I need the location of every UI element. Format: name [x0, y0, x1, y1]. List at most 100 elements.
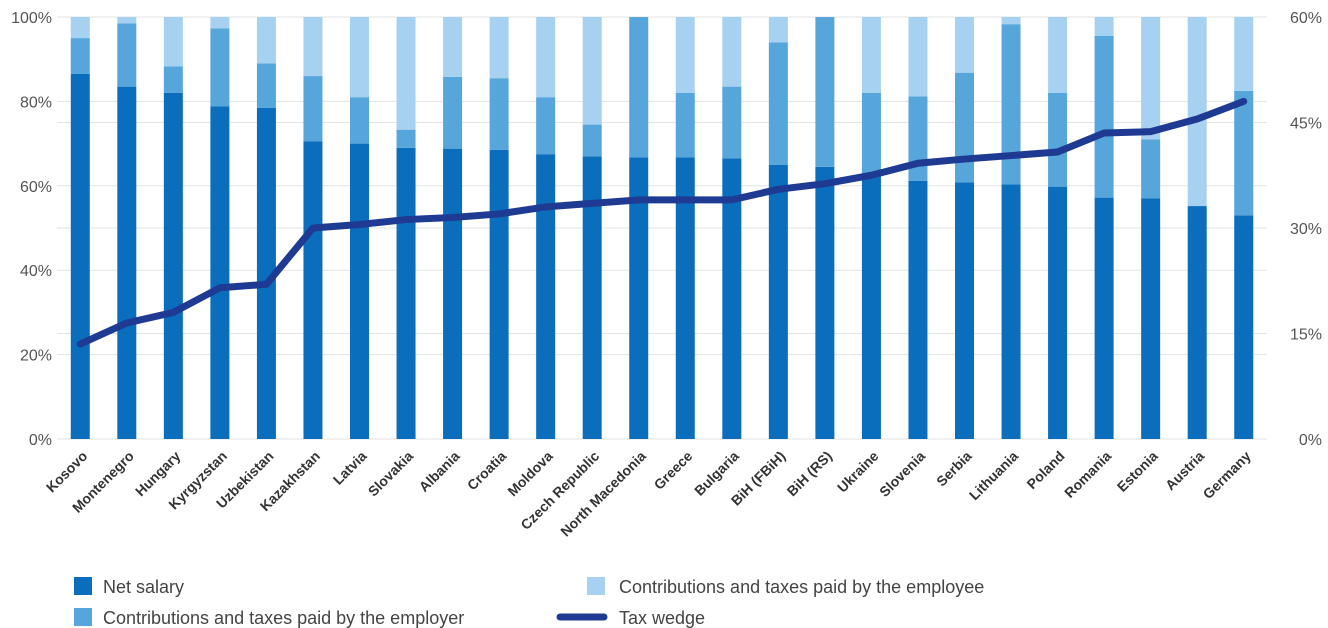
tax-wedge-point-austria: [1194, 116, 1200, 122]
bar-contributions-and-taxes-paid-by-the-employer-romania: [1094, 35, 1114, 198]
left-tick-label: 40%: [20, 263, 52, 280]
legend: Net salary Contributions and taxes paid …: [74, 577, 984, 628]
tax-wedge-line: [76, 97, 1248, 348]
category-label-croatia: Croatia: [464, 448, 510, 494]
category-label-slovakia: Slovakia: [365, 448, 417, 500]
tax-wedge-point-slovenia: [915, 160, 921, 166]
category-label-poland: Poland: [1023, 448, 1067, 492]
bar-contributions-and-taxes-paid-by-the-employee-hungary: [163, 17, 183, 67]
bar-contributions-and-taxes-paid-by-the-employee-bih-fbih: [768, 17, 788, 43]
bar-contributions-and-taxes-paid-by-the-employer-bih-fbih: [768, 42, 788, 165]
bar-net-salary-bih-rs: [815, 166, 835, 439]
bar-contributions-and-taxes-paid-by-the-employee-croatia: [489, 17, 509, 79]
bar-contributions-and-taxes-paid-by-the-employee-montenegro: [117, 17, 137, 24]
bar-contributions-and-taxes-paid-by-the-employee-albania: [443, 17, 463, 77]
bar-net-salary-hungary: [163, 92, 183, 440]
bar-net-salary-romania: [1094, 197, 1114, 439]
bar-net-salary-poland: [1048, 186, 1068, 439]
tax-wedge-line-group: [76, 97, 1248, 348]
bar-contributions-and-taxes-paid-by-the-employee-germany: [1234, 17, 1254, 91]
tax-wedge-point-albania: [450, 214, 456, 220]
bar-net-salary-estonia: [1141, 198, 1161, 439]
bar-contributions-and-taxes-paid-by-the-employer-poland: [1048, 92, 1068, 187]
category-label-serbia: Serbia: [933, 448, 975, 490]
category-label-estonia: Estonia: [1114, 448, 1161, 495]
bar-net-salary-germany: [1234, 215, 1254, 439]
bar-contributions-and-taxes-paid-by-the-employer-estonia: [1141, 139, 1161, 199]
bar-net-salary-kosovo: [70, 73, 90, 439]
legend-swatch-net-salary: [74, 577, 92, 595]
tax-wedge-point-romania: [1101, 130, 1107, 136]
bar-contributions-and-taxes-paid-by-the-employer-uzbekistan: [256, 63, 276, 108]
right-tick-label: 45%: [1290, 116, 1322, 133]
bar-contributions-and-taxes-paid-by-the-employer-kazakhstan: [303, 76, 323, 142]
bar-contributions-and-taxes-paid-by-the-employer-ukraine: [861, 92, 881, 174]
bar-stacks: [70, 17, 1254, 440]
bar-contributions-and-taxes-paid-by-the-employee-bulgaria: [722, 17, 742, 87]
gridlines: [57, 16, 1267, 440]
tax-wedge-point-uzbekistan: [263, 281, 269, 287]
category-label-czech-republic: Czech Republic: [517, 448, 602, 533]
right-tick-label: 30%: [1290, 221, 1322, 238]
tax-wedge-point-bulgaria: [729, 197, 735, 203]
bar-contributions-and-taxes-paid-by-the-employer-kyrgyzstan: [210, 28, 230, 107]
category-label-slovenia: Slovenia: [876, 448, 928, 500]
bar-net-salary-moldova: [536, 154, 556, 439]
bar-contributions-and-taxes-paid-by-the-employee-austria: [1187, 17, 1207, 207]
bar-net-salary-ukraine: [861, 173, 881, 439]
bar-contributions-and-taxes-paid-by-the-employer-bulgaria: [722, 86, 742, 159]
tax-wedge-point-latvia: [357, 221, 362, 227]
right-tick-label: 60%: [1290, 10, 1322, 27]
bar-net-salary-kyrgyzstan: [210, 106, 230, 440]
tax-wedge-point-lithuania: [1008, 153, 1014, 159]
bar-contributions-and-taxes-paid-by-the-employee-kazakhstan: [303, 17, 323, 77]
tax-wedge-point-moldova: [543, 204, 549, 210]
category-label-kosovo: Kosovo: [43, 448, 91, 496]
bar-contributions-and-taxes-paid-by-the-employer-montenegro: [117, 23, 137, 87]
tax-wedge-point-ukraine: [868, 172, 874, 178]
tax-wedge-point-north-macedonia: [636, 197, 642, 203]
bar-contributions-and-taxes-paid-by-the-employee-kosovo: [70, 17, 90, 39]
bar-contributions-and-taxes-paid-by-the-employee-serbia: [955, 17, 974, 73]
bar-net-salary-slovakia: [396, 147, 416, 439]
tax-wedge-point-bih-fbih: [775, 186, 781, 192]
tax-wedge-point-kyrgyzstan: [217, 285, 223, 291]
left-tick-label: 100%: [11, 10, 52, 27]
bar-net-salary-croatia: [489, 149, 509, 439]
bar-contributions-and-taxes-paid-by-the-employee-slovenia: [908, 17, 928, 97]
bar-contributions-and-taxes-paid-by-the-employer-moldova: [536, 97, 556, 155]
bar-contributions-and-taxes-paid-by-the-employer-croatia: [489, 78, 509, 150]
bar-contributions-and-taxes-paid-by-the-employee-greece: [675, 17, 695, 93]
bar-net-salary-albania: [443, 148, 463, 439]
right-tick-label: 15%: [1290, 327, 1322, 344]
category-label-albania: Albania: [416, 448, 463, 495]
bar-contributions-and-taxes-paid-by-the-employee-kyrgyzstan: [210, 17, 230, 29]
category-label-germany: Germany: [1200, 448, 1254, 502]
category-label-lithuania: Lithuania: [966, 448, 1021, 503]
bar-contributions-and-taxes-paid-by-the-employee-slovakia: [396, 17, 416, 130]
bar-contributions-and-taxes-paid-by-the-employer-bih-rs: [815, 17, 835, 167]
category-label-north-macedonia: North Macedonia: [557, 448, 649, 540]
right-tick-label: 0%: [1299, 432, 1322, 449]
tax-wedge-point-bih-rs: [822, 181, 828, 187]
bar-contributions-and-taxes-paid-by-the-employer-latvia: [350, 97, 369, 144]
bar-net-salary-latvia: [350, 143, 369, 439]
bar-net-salary-montenegro: [117, 86, 137, 439]
legend-swatch-employer: [74, 608, 92, 626]
legend-label-tax-wedge: Tax wedge: [619, 608, 705, 628]
bar-contributions-and-taxes-paid-by-the-employer-albania: [443, 76, 463, 149]
bar-contributions-and-taxes-paid-by-the-employer-germany: [1234, 90, 1254, 216]
bar-net-salary-bih-fbih: [768, 164, 788, 439]
legend-swatch-employee: [587, 577, 605, 595]
tax-wedge-point-serbia: [962, 156, 967, 162]
bar-contributions-and-taxes-paid-by-the-employee-romania: [1094, 17, 1114, 36]
bar-net-salary-north-macedonia: [629, 157, 649, 439]
bar-net-salary-lithuania: [1001, 184, 1021, 439]
bar-contributions-and-taxes-paid-by-the-employer-lithuania: [1001, 24, 1021, 185]
category-label-ukraine: Ukraine: [834, 448, 882, 496]
bar-contributions-and-taxes-paid-by-the-employee-moldova: [536, 17, 556, 98]
bar-net-salary-greece: [675, 157, 695, 439]
x-axis: KosovoMontenegroHungaryKyrgyzstanUzbekis…: [43, 448, 1254, 540]
